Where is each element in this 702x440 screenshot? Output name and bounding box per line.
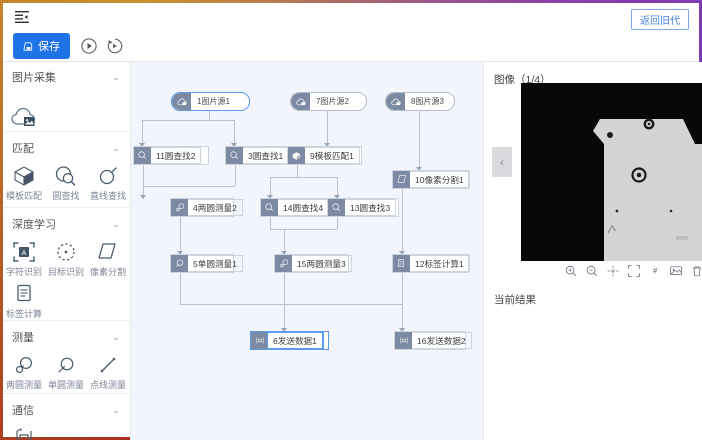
svg-text:#: # <box>653 266 658 275</box>
svg-text:A: A <box>22 250 27 257</box>
